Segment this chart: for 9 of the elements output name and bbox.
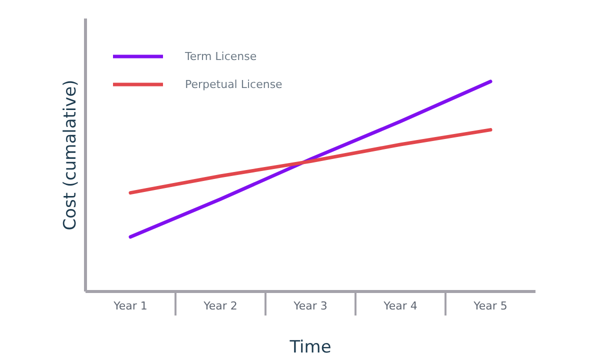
x-tick-label: Year 1: [112, 300, 148, 312]
legend-label: Term License: [185, 50, 257, 62]
x-tick-label: Year 2: [202, 300, 238, 312]
x-tick-label: Year 5: [472, 300, 508, 312]
x-tick-label: Year 3: [292, 300, 328, 312]
legend-label: Perpetual License: [185, 78, 282, 90]
x-axis-title: Time: [288, 338, 332, 358]
y-axis-title: Cost (cumalative): [60, 80, 80, 230]
x-tick-label: Year 4: [382, 300, 418, 312]
